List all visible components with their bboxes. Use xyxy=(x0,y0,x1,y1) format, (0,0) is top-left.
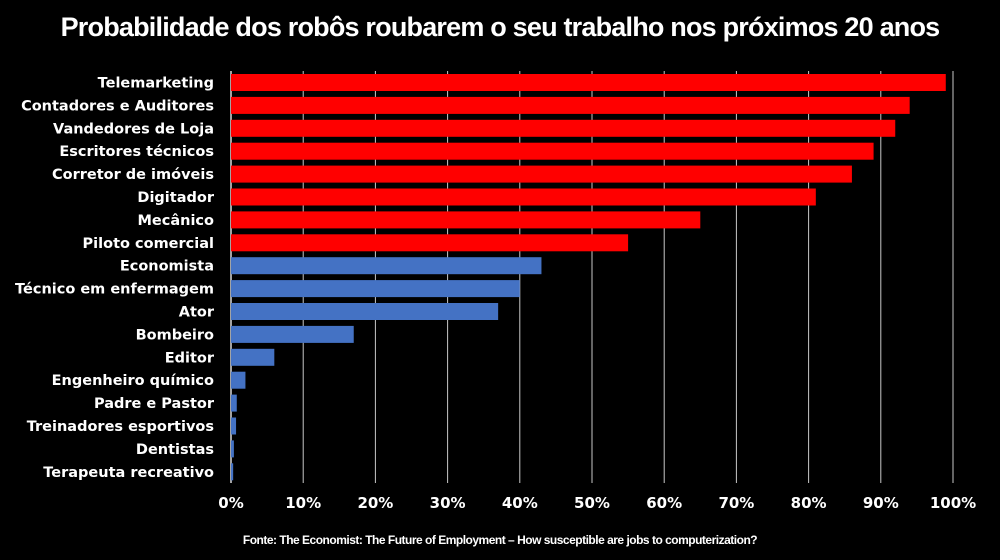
x-tick-label: 0% xyxy=(218,494,243,512)
category-label: Padre e Pastor xyxy=(94,396,215,412)
bar xyxy=(231,280,520,298)
x-tick-label: 10% xyxy=(285,494,321,512)
x-tick-label: 60% xyxy=(646,494,682,512)
category-label: Contadores e Auditores xyxy=(21,98,214,114)
bar xyxy=(231,463,234,481)
category-label: Vandedores de Loja xyxy=(53,121,214,137)
bar xyxy=(231,440,234,458)
category-label: Piloto comercial xyxy=(83,236,214,252)
bar xyxy=(231,211,701,229)
bar xyxy=(231,188,816,206)
category-label: Economista xyxy=(120,259,214,275)
x-tick-label: 40% xyxy=(502,494,538,512)
category-label: Bombeiro xyxy=(136,327,214,343)
bar xyxy=(231,165,852,183)
bar xyxy=(231,119,896,137)
x-tick-label: 70% xyxy=(718,494,754,512)
category-label: Treinadores esportivos xyxy=(27,419,214,435)
category-label: Corretor de imóveis xyxy=(52,167,214,183)
category-label: Digitador xyxy=(137,190,214,206)
bar xyxy=(231,371,246,389)
bar xyxy=(231,142,874,160)
category-label: Editor xyxy=(165,350,215,366)
category-label: Telemarketing xyxy=(98,76,214,92)
bar xyxy=(231,348,275,366)
category-label: Mecânico xyxy=(138,213,215,229)
bar xyxy=(231,234,629,252)
bar xyxy=(231,257,542,275)
bar xyxy=(231,96,910,114)
x-tick-label: 50% xyxy=(574,494,610,512)
x-tick-label: 100% xyxy=(930,494,976,512)
x-tick-label: 20% xyxy=(357,494,393,512)
category-label: Engenheiro químico xyxy=(52,373,214,389)
x-tick-label: 30% xyxy=(430,494,466,512)
category-label: Escritores técnicos xyxy=(59,144,214,160)
x-tick-label: 90% xyxy=(863,494,899,512)
bar xyxy=(231,74,946,91)
category-label: Ator xyxy=(179,305,215,321)
category-label: Técnico em enfermagem xyxy=(15,282,214,298)
bar xyxy=(231,394,237,412)
bar xyxy=(231,325,354,343)
bar xyxy=(231,417,237,435)
bar xyxy=(231,303,499,320)
category-label: Dentistas xyxy=(136,442,214,458)
x-tick-label: 80% xyxy=(791,494,827,512)
chart-title: Probabilidade dos robôs roubarem o seu t… xyxy=(60,12,941,42)
chart-source-note: Fonte: The Economist: The Future of Empl… xyxy=(242,533,758,547)
category-label: Terapeuta recreativo xyxy=(43,465,214,481)
